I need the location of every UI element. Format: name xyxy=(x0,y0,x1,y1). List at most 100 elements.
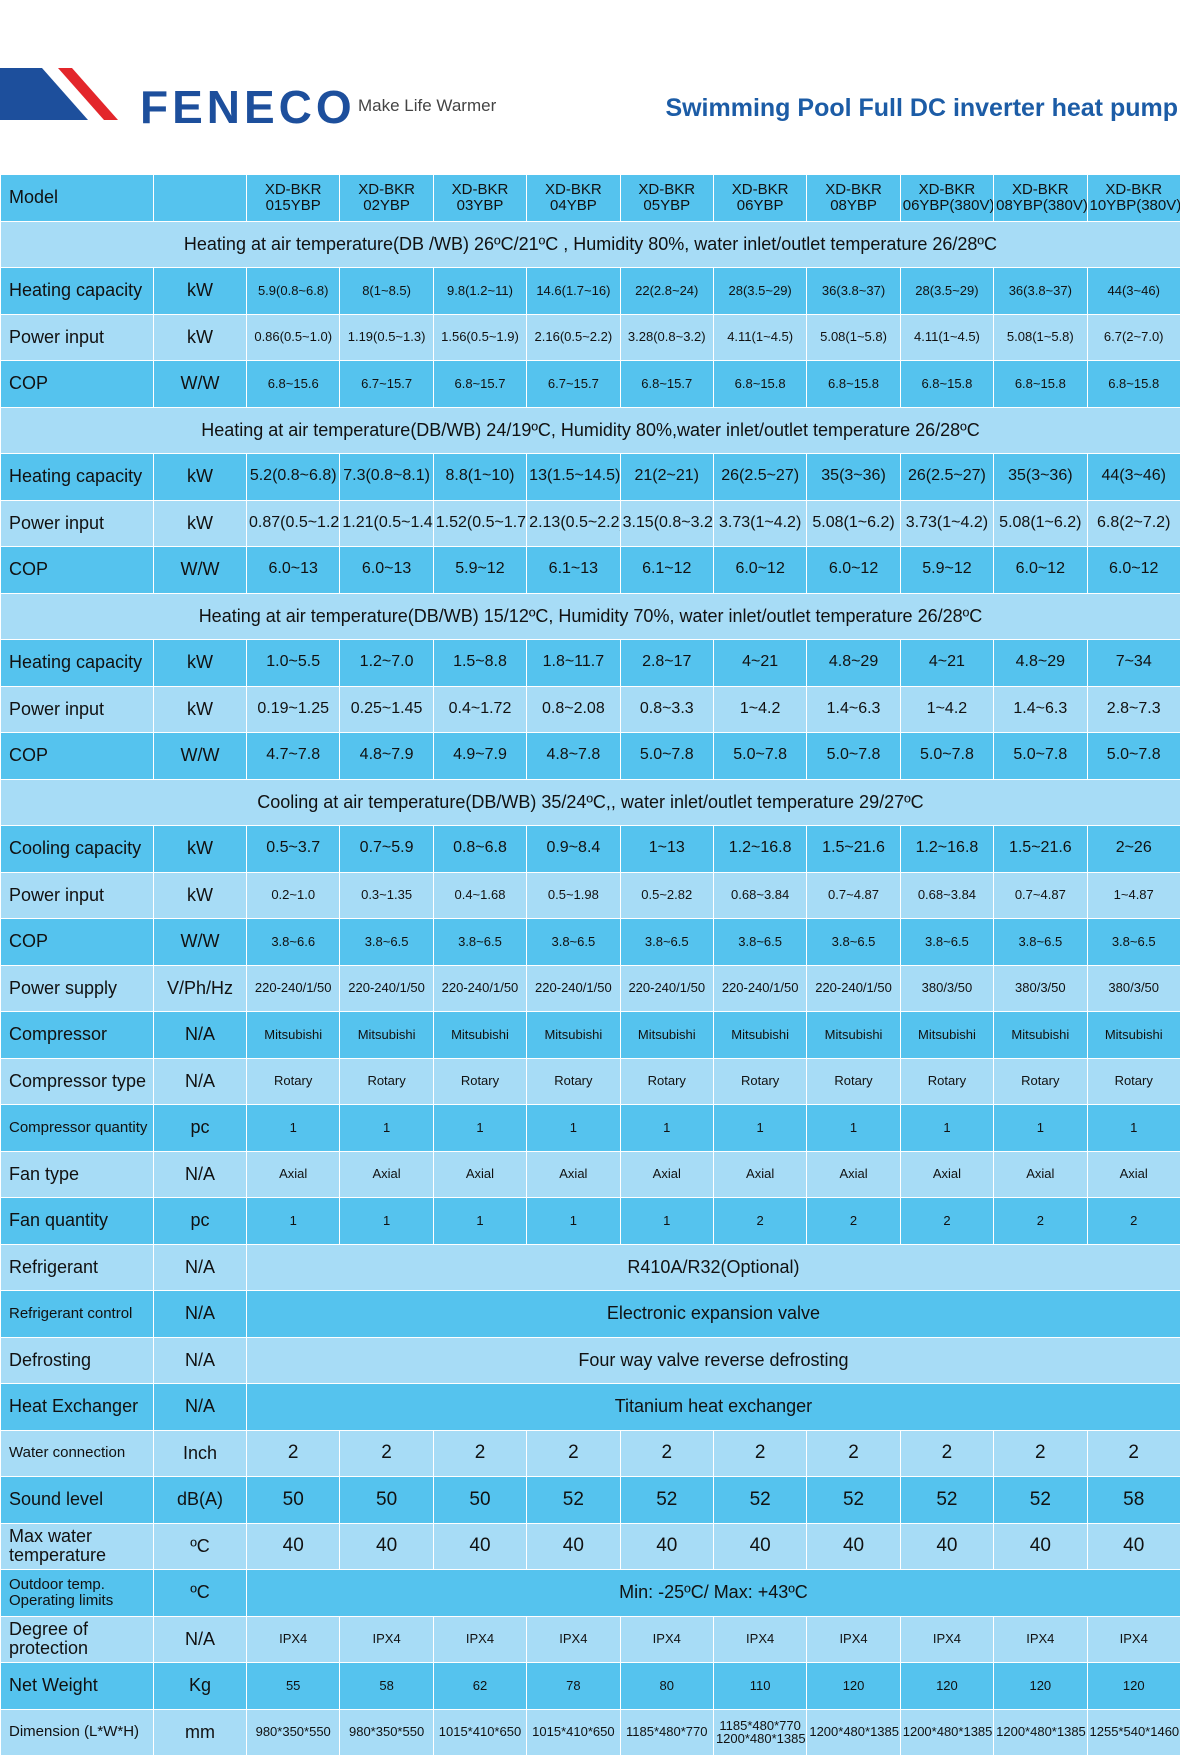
model-name: XD-BKR 06YBP(380V) xyxy=(899,174,995,222)
cell-value: 28(3.5~29) xyxy=(899,267,995,315)
cell-value: 0.3~1.35 xyxy=(339,871,434,919)
table-row: Outdoor temp. Operating limits ºC Min: -25… xyxy=(0,1569,1180,1617)
cell-value: 40 xyxy=(899,1522,995,1570)
cell-value: 3.8~6.6 xyxy=(245,918,341,966)
cell-value: 40 xyxy=(245,1522,341,1570)
cell-value: Mitsubishi xyxy=(1086,1011,1180,1059)
cell-value: 55 xyxy=(245,1662,341,1710)
cell-value: 220-240/1/50 xyxy=(806,964,901,1012)
row-label: Defrosting xyxy=(0,1336,154,1384)
line: XD-BKR xyxy=(1011,181,1069,198)
line: 08YBP(380V) xyxy=(996,196,1088,214)
model-name: XD-BKR 10YBP(380V) xyxy=(1086,174,1180,222)
cell-value: 0.7~4.87 xyxy=(806,871,901,919)
unit: kW xyxy=(153,313,247,361)
cell-value: 6.0~12 xyxy=(806,546,901,594)
table-row: Heating capacity kW 1.0~5.5 1.2~7.0 1.5~8.8 1… xyxy=(0,639,1180,687)
table-row: Water connection Inch 2 2 2 2 2 2 2 2 2 2 xyxy=(0,1429,1180,1477)
cell-value: 1.0~5.5 xyxy=(245,639,341,687)
cell-value: 6.0~12 xyxy=(993,546,1088,594)
cell-value: 4.9~7.9 xyxy=(432,732,528,780)
table-row: Cooling capacity kW 0.5~3.7 0.7~5.9 0.8~6.8 0… xyxy=(0,825,1180,873)
cell-value: 220-240/1/50 xyxy=(712,964,808,1012)
cell-value: Rotary xyxy=(1086,1057,1180,1105)
spanned-value: Min: -25ºC/ Max: +43ºC xyxy=(246,1569,1180,1617)
line: 10YBP(380V) xyxy=(1089,196,1180,214)
cell-value: 5.0~7.8 xyxy=(1086,732,1180,780)
table-row: Heating at air temperature(DB/WB) 15/12º… xyxy=(0,592,1180,640)
cell-value: 0.25~1.45 xyxy=(339,685,434,733)
cell-value: IPX4 xyxy=(526,1615,621,1663)
cell-value: 3.73(1~4.2) xyxy=(712,499,808,547)
cell-value: 35(3~36) xyxy=(806,453,901,501)
unit: kW xyxy=(153,825,247,873)
cell-value: 80 xyxy=(619,1662,714,1710)
row-label: Compressor type xyxy=(0,1057,154,1105)
cell-value: 1.2~16.8 xyxy=(899,825,995,873)
cell-value: 78 xyxy=(526,1662,621,1710)
cell-value: 40 xyxy=(806,1522,901,1570)
table-row: Power input kW 0.86(0.5~1.0) 1.19(0.5~1.3) 1… xyxy=(0,313,1180,361)
cell-value: 3.8~6.5 xyxy=(993,918,1088,966)
cell-value: 50 xyxy=(432,1476,528,1524)
row-label: Model xyxy=(0,174,154,222)
row-label: Heating capacity xyxy=(0,267,154,315)
cell-value: 1 xyxy=(1086,1104,1180,1152)
cell-value: 8(1~8.5) xyxy=(339,267,434,315)
cell-value: IPX4 xyxy=(432,1615,528,1663)
table-row: COP W/W 6.8~15.6 6.7~15.7 6.8~15.7 6.7~15.7 6.… xyxy=(0,360,1180,408)
cell-value: 0.68~3.84 xyxy=(712,871,808,919)
cell-value: 7.3(0.8~8.1) xyxy=(339,453,434,501)
cell-value: 2.13(0.5~2.2) xyxy=(526,499,621,547)
cell-value: 1 xyxy=(339,1104,434,1152)
cell-value: 2 xyxy=(806,1197,901,1245)
cell-value: 2~26 xyxy=(1086,825,1180,873)
cell-value: 6.0~13 xyxy=(245,546,341,594)
unit: W/W xyxy=(153,360,247,408)
row-label: COP xyxy=(0,732,154,780)
line: XD-BKR xyxy=(451,181,509,198)
row-label: Degree of protection xyxy=(0,1615,154,1663)
model-name: XD-BKR 06YBP xyxy=(712,174,808,222)
cell-value: 2 xyxy=(993,1197,1088,1245)
cell-value: 0.4~1.72 xyxy=(432,685,528,733)
row-label: COP xyxy=(0,360,154,408)
cell-value: Mitsubishi xyxy=(993,1011,1088,1059)
line: 1200*480*1385 xyxy=(715,1731,806,1747)
cell-value: 220-240/1/50 xyxy=(526,964,621,1012)
cell-value: 6.7~15.7 xyxy=(339,360,434,408)
cell-value: IPX4 xyxy=(245,1615,341,1663)
unit: Kg xyxy=(153,1662,247,1710)
line: XD-BKR xyxy=(918,181,976,198)
table-row: Degree of protection N/A IPX4 IPX4 IPX4 IPX4 I… xyxy=(0,1615,1180,1663)
cell-value: 4.11(1~4.5) xyxy=(899,313,995,361)
row-label: Power input xyxy=(0,685,154,733)
cell-value: 0.8~6.8 xyxy=(432,825,528,873)
spanned-value: Four way valve reverse defrosting xyxy=(246,1336,1180,1384)
row-label: Compressor quantity xyxy=(0,1104,154,1152)
unit: Inch xyxy=(153,1429,247,1477)
cell-value: 26(2.5~27) xyxy=(712,453,808,501)
cell-value: 220-240/1/50 xyxy=(339,964,434,1012)
table-row: Cooling at air temperature(DB/WB) 35/24º… xyxy=(0,778,1180,826)
cell-value: 0.5~1.98 xyxy=(526,871,621,919)
cell-value: 1 xyxy=(899,1104,995,1152)
cell-value: 58 xyxy=(339,1662,434,1710)
cell-value: 220-240/1/50 xyxy=(245,964,341,1012)
table-row: Max water temperature ºC 40 40 40 40 40 40 40 40 4… xyxy=(0,1522,1180,1570)
cell-value: 3.8~6.5 xyxy=(1086,918,1180,966)
cell-value: 6.8(2~7.2) xyxy=(1086,499,1180,547)
table-row: Heating capacity kW 5.2(0.8~6.8) 7.3(0.8~8.… xyxy=(0,453,1180,501)
cell-value: Rotary xyxy=(339,1057,434,1105)
cell-value: 3.28(0.8~3.2) xyxy=(619,313,714,361)
cell-value: 14.6(1.7~16) xyxy=(526,267,621,315)
cell-value: 1 xyxy=(245,1104,341,1152)
cell-value: 0.87(0.5~1.2) xyxy=(245,499,341,547)
row-label: Fan type xyxy=(0,1150,154,1198)
cell-value: 40 xyxy=(339,1522,434,1570)
row-label: Heating capacity xyxy=(0,453,154,501)
line: XD-BKR xyxy=(731,181,789,198)
cell-value: 1.5~21.6 xyxy=(806,825,901,873)
cell-value: 50 xyxy=(245,1476,341,1524)
